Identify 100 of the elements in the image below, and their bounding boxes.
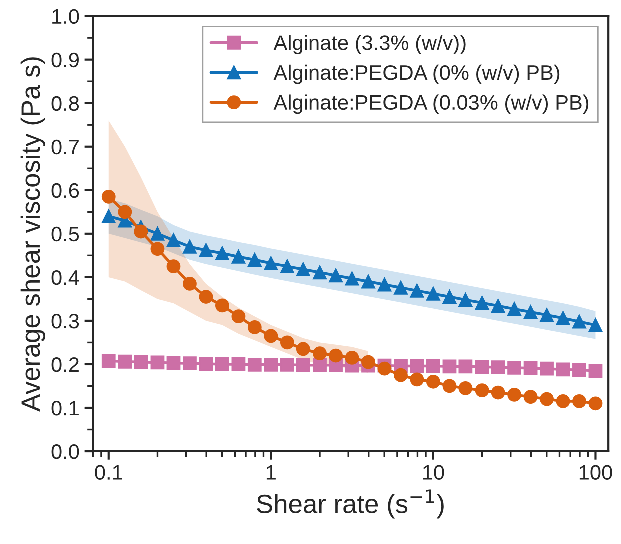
point (491, 360, 506, 374)
point (378, 362, 392, 376)
point (134, 355, 148, 370)
point (102, 190, 116, 204)
point (264, 256, 278, 270)
point (394, 280, 408, 295)
point (394, 368, 408, 382)
point (442, 379, 457, 394)
legend-label: Alginate:PEGDA (0.03% (w/v) PB) (274, 94, 589, 114)
point (410, 284, 424, 298)
point (572, 314, 586, 329)
point (588, 364, 603, 378)
point (442, 290, 457, 304)
point (508, 361, 522, 375)
point (183, 240, 197, 254)
point (166, 234, 181, 248)
y-tick-label: 0.1 (52, 401, 79, 416)
point (329, 268, 343, 283)
point (232, 250, 246, 264)
point (134, 224, 148, 239)
point (166, 356, 181, 370)
y-tick-label: 0.4 (52, 270, 80, 286)
y-tick-label: 0.6 (52, 183, 80, 198)
point (183, 356, 197, 371)
y-tick-label: 0.0 (52, 444, 80, 460)
point (280, 336, 294, 350)
point (362, 355, 376, 370)
point (118, 205, 132, 220)
point (362, 274, 376, 289)
point (491, 386, 506, 400)
point (313, 358, 327, 372)
point (150, 242, 165, 256)
point (264, 329, 278, 344)
point (475, 360, 490, 374)
point (378, 278, 392, 292)
x-axis-title: Shear rate (s$^{−1}$) (257, 490, 444, 519)
point (345, 351, 360, 365)
point (232, 310, 246, 324)
x-tick-label: 10 (423, 465, 444, 480)
y-tick-label: 0.2 (52, 357, 79, 372)
point (313, 346, 327, 361)
point (508, 388, 522, 402)
point (216, 298, 230, 313)
point (524, 305, 538, 320)
point (248, 320, 262, 334)
point (524, 390, 538, 404)
point (199, 290, 214, 304)
point (410, 359, 424, 374)
point (280, 260, 294, 274)
point (458, 293, 473, 308)
point (166, 260, 181, 274)
point (118, 354, 132, 369)
point (540, 362, 554, 376)
point (264, 358, 278, 372)
y-axis-title: Average shear viscosity (Pa s) (20, 58, 46, 412)
point (540, 392, 554, 406)
point (329, 348, 343, 363)
point (102, 210, 116, 224)
point (572, 363, 586, 378)
point (313, 266, 327, 280)
x-tick-label: 100 (580, 465, 612, 480)
point (556, 311, 570, 326)
point (508, 302, 522, 316)
point (199, 244, 214, 258)
point (150, 356, 165, 370)
y-tick-label: 0.5 (52, 226, 80, 242)
y-tick-label: 0.3 (52, 314, 80, 329)
point (199, 357, 214, 371)
y-tick-label: 0.8 (52, 96, 80, 112)
point (556, 394, 570, 408)
point (150, 226, 165, 241)
point (296, 342, 310, 356)
point (491, 299, 506, 314)
y-tick-label: 0.7 (52, 140, 79, 155)
point (588, 318, 603, 332)
point (475, 384, 490, 398)
point (248, 253, 262, 267)
point (280, 358, 294, 372)
point (296, 262, 310, 277)
legend-label: Alginate (3.3% (w/v)) (274, 35, 466, 54)
point (296, 358, 310, 372)
point (345, 272, 360, 286)
point (458, 360, 473, 374)
point (248, 358, 262, 372)
point (426, 374, 440, 389)
point (524, 361, 538, 376)
legend-label: Alginate:PEGDA (0% (w/v) PB) (274, 64, 560, 84)
point (442, 360, 457, 374)
point (232, 358, 246, 372)
point (475, 296, 490, 310)
point (556, 362, 570, 377)
point (458, 381, 473, 396)
x-tick-label: 1 (266, 465, 276, 480)
point (426, 287, 440, 301)
point (540, 308, 554, 322)
point (102, 354, 116, 368)
point (410, 372, 424, 387)
y-tick-label: 1.0 (52, 9, 80, 24)
point (216, 246, 230, 260)
x-tick-label: 0.1 (95, 465, 122, 480)
